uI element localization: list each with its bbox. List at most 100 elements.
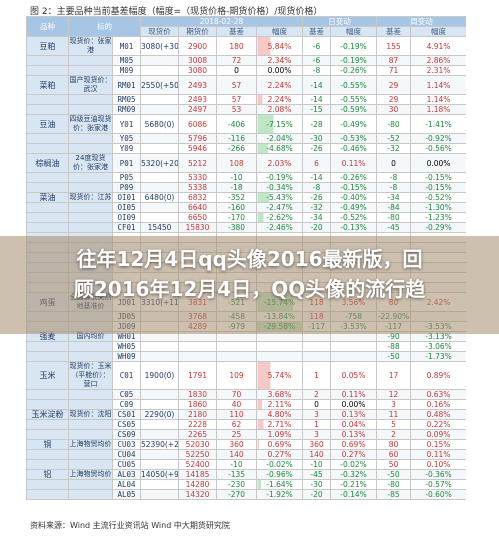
cell-dbasis: -34 (302, 212, 332, 223)
cell-amp: -0.02% (255, 459, 304, 470)
header-variety: 品种 (26, 16, 69, 37)
cell-amp: -7.15% (255, 114, 304, 134)
cell-wamp: 4.91% (410, 36, 466, 56)
cell-basis: -10 (216, 459, 257, 470)
cell-amp: 0.27% (255, 449, 304, 460)
cell-cat: 豆粕 (26, 36, 69, 56)
cell-desc: 四级豆油现货价：张家港 (68, 114, 113, 134)
cell-amp: 0.00% (255, 65, 304, 76)
header-date: 2018-02-28 (139, 16, 304, 27)
cell-damp: 0.05% (330, 361, 378, 390)
header-daily: 日变动 (302, 16, 378, 27)
cell-spot: 3080(+30) (140, 36, 179, 56)
cell-damp: -0.52% (330, 212, 378, 223)
cell-basis: 25 (216, 429, 257, 440)
cell-cat (26, 222, 69, 233)
spot-value: 2550 (141, 80, 161, 90)
cell-dbasis: -26 (302, 192, 332, 203)
cell-cat (26, 104, 69, 115)
cell-spot (140, 212, 179, 223)
header-basis: 基差 (216, 26, 257, 37)
cell-desc (68, 389, 113, 400)
cell-spot (140, 172, 179, 183)
cell-amp: -5.43% (255, 192, 304, 203)
cell-wbasis: -85 (376, 489, 412, 500)
cell-code: RM05 (112, 94, 141, 105)
cell-spot (140, 65, 179, 76)
cell-fut: 2900 (178, 36, 217, 56)
cell-wamp: -0.52% (410, 192, 466, 203)
spot-value: 1900 (144, 371, 164, 380)
table-row: 强麦 国内均价 WH01 -90 -3.13% (26, 331, 466, 342)
cell-basis: 360 (216, 439, 257, 450)
cell-dbasis: 0 (302, 399, 332, 410)
cell-dbasis: -6 (302, 55, 332, 66)
cell-wamp: 0.15% (410, 439, 466, 450)
cell-cat (26, 143, 69, 154)
cell-wamp: -1.30% (410, 202, 466, 213)
cell-amp: -2.47% (255, 202, 304, 213)
cell-damp: -0.53% (330, 133, 378, 144)
cell-amp: -4.68% (255, 143, 304, 154)
cell-desc (68, 104, 113, 115)
cell-wamp: -1.23% (410, 212, 466, 223)
cell-wamp: 1.14% (410, 94, 466, 105)
cell-dbasis: 140 (302, 449, 332, 460)
cell-spot (140, 489, 179, 500)
cell-basis: -135 (216, 469, 257, 480)
table-row: 菜粕国产现货价：武汉RM012550(+50)2493572.24%-14-0.… (26, 75, 466, 95)
cell-spot (140, 202, 179, 213)
cell-damp: 0.00% (330, 399, 378, 410)
cell-desc (68, 182, 113, 193)
cell-cat: 菜油 (26, 192, 69, 203)
cell-fut: 52030 (178, 439, 217, 450)
spot-value: 5320 (141, 158, 161, 168)
cell-fut: 15830 (178, 222, 217, 233)
cell-wamp: -1.73% (410, 351, 466, 362)
cell-spot: 2550(+50) (140, 75, 179, 95)
cell-desc (68, 222, 113, 233)
cell-spot (140, 389, 179, 400)
cell-spot: 14050(+90) (140, 469, 179, 480)
cell-basis: -352 (216, 192, 257, 203)
cell-dbasis (302, 341, 332, 352)
cell-dbasis: 2 (302, 389, 332, 400)
cell-damp: -0.49% (330, 202, 378, 213)
cell-cat (26, 94, 69, 105)
cell-basis: 53 (216, 104, 257, 115)
cell-damp (330, 341, 378, 352)
cell-code: CU05 (112, 459, 141, 470)
cell-fut: 2493 (178, 75, 217, 95)
cell-damp: -0.13% (330, 222, 378, 233)
cell-basis: -406 (216, 114, 257, 134)
cell-spot: 15450 (140, 222, 179, 233)
cell-desc: 现货价：张家港 (68, 36, 113, 56)
cell-amp (255, 351, 304, 362)
cell-desc (68, 449, 113, 460)
cell-desc: 现货价：玉米（平舱价）：营口 (68, 361, 113, 390)
cell-spot (140, 94, 179, 105)
cell-fut: 5212 (178, 153, 217, 173)
cell-damp: 0.13% (330, 429, 378, 440)
cell-amp: -0.19% (255, 172, 304, 183)
cell-dbasis: -14 (302, 94, 332, 105)
header-daily-amplitude: 幅度 (330, 26, 378, 37)
cell-cat (26, 351, 69, 362)
cell-spot (140, 351, 179, 362)
spot-change: (+30) (160, 41, 179, 51)
cell-fut: 6650 (178, 212, 217, 223)
cell-spot (140, 479, 179, 490)
cell-code: M05 (112, 55, 141, 66)
cell-cat (26, 133, 69, 144)
cell-wbasis: 60 (376, 449, 412, 460)
cell-spot (140, 449, 179, 460)
cell-amp: 2.24% (255, 94, 304, 105)
spot-value: 6480 (144, 193, 164, 202)
cell-amp: -2.46% (255, 222, 304, 233)
cell-dbasis: -20 (302, 489, 332, 500)
cell-dbasis: -15 (302, 104, 332, 115)
cell-basis: 109 (216, 361, 257, 390)
spot-value: 15450 (147, 223, 172, 232)
cell-dbasis: -14 (302, 75, 332, 95)
spot-change: (+20) (160, 158, 179, 168)
